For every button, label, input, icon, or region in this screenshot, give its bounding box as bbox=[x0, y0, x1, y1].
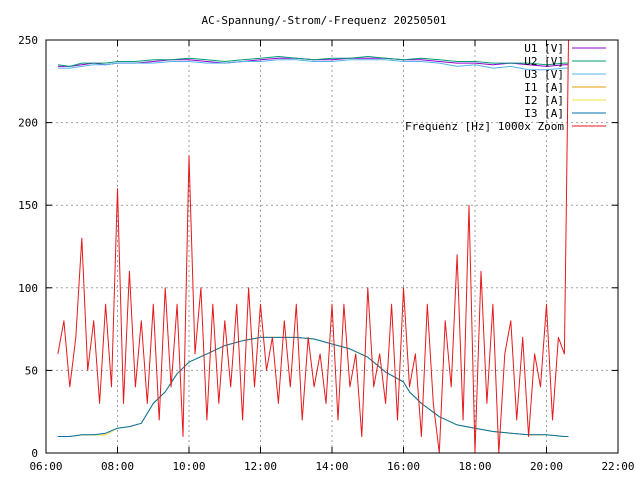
x-tick-label: 06:00 bbox=[29, 460, 62, 473]
legend-label: Frequenz [Hz] 1000x Zoom bbox=[405, 120, 564, 133]
legend-label: U1 [V] bbox=[524, 42, 564, 55]
x-tick-label: 14:00 bbox=[315, 460, 348, 473]
x-tick-label: 18:00 bbox=[458, 460, 491, 473]
x-tick-label: 22:00 bbox=[601, 460, 634, 473]
series-line-i2-a bbox=[57, 336, 569, 437]
legend-label: U3 [V] bbox=[524, 68, 564, 81]
legend-label: I3 [A] bbox=[524, 107, 564, 120]
x-axis: 06:00 08:00 10:00 12:00 14:00 16:00 18:00 20:00… bbox=[29, 40, 635, 473]
y-tick-label: 250 bbox=[18, 34, 38, 47]
legend-label: I2 [A] bbox=[524, 94, 564, 107]
x-tick-label: 16:00 bbox=[387, 460, 420, 473]
series-line-frequenz-hz-1000x-zoom bbox=[57, 39, 569, 454]
y-tick-label: 150 bbox=[18, 199, 38, 212]
y-axis: 0 50 100 150 200 250 bbox=[18, 34, 618, 460]
y-tick-label: 50 bbox=[25, 364, 38, 377]
grid bbox=[46, 40, 618, 453]
x-tick-label: 12:00 bbox=[244, 460, 277, 473]
x-tick-label: 08:00 bbox=[101, 460, 134, 473]
series-line-i3-a bbox=[57, 336, 569, 437]
legend-label: U2 [V] bbox=[524, 55, 564, 68]
series-line-u3-v bbox=[57, 59, 569, 71]
legend-label: I1 [A] bbox=[524, 81, 564, 94]
y-tick-label: 100 bbox=[18, 282, 38, 295]
legend: U1 [V]U2 [V]U3 [V]I1 [A]I2 [A]I3 [A]Freq… bbox=[405, 42, 606, 133]
y-tick-label: 200 bbox=[18, 117, 38, 130]
plot-frame bbox=[45, 39, 619, 454]
series-line-u2-v bbox=[57, 56, 569, 67]
x-tick-label: 10:00 bbox=[172, 460, 205, 473]
x-tick-label: 20:00 bbox=[530, 460, 563, 473]
series-lines bbox=[57, 39, 569, 454]
series-line-i1-a bbox=[57, 336, 569, 437]
chart-title: AC-Spannung/-Strom/-Frequenz 20250501 bbox=[201, 14, 446, 27]
y-tick-label: 0 bbox=[31, 447, 38, 460]
